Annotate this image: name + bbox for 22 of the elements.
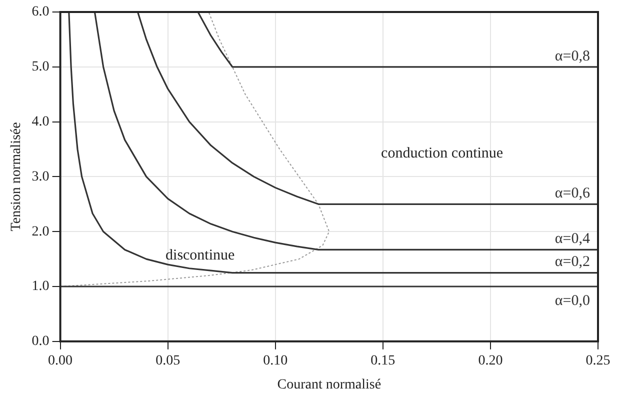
annotation: conduction continue (381, 146, 504, 162)
y-tick-label: 6.0 (32, 4, 50, 20)
y-tick-label: 1.0 (32, 279, 50, 294)
series-label: α=0,8 (554, 48, 590, 64)
y-axis-title: Tension normalisée (9, 122, 24, 232)
x-tick-label: 0.15 (370, 353, 396, 368)
x-tick-label: 0.10 (263, 353, 288, 368)
x-tick-label: 0.25 (586, 353, 610, 368)
y-tick-label: 3.0 (32, 169, 50, 184)
series-label: α=0,2 (554, 254, 590, 270)
series-label: α=0,0 (554, 292, 590, 309)
y-tick-label: 5.0 (32, 60, 50, 75)
series-label: α=0,6 (554, 186, 590, 202)
x-tick-label: 0.05 (156, 353, 180, 368)
y-tick-label: 0.0 (32, 334, 50, 350)
annotation: discontinue (166, 248, 236, 264)
x-axis-title: Courant normalisé (277, 377, 382, 392)
y-tick-label: 4.0 (32, 114, 50, 130)
x-tick-label: 0.00 (48, 353, 73, 368)
x-tick-label: 0.20 (478, 353, 503, 368)
y-tick-label: 2.0 (32, 224, 50, 240)
series-label: α=0,4 (554, 231, 590, 248)
